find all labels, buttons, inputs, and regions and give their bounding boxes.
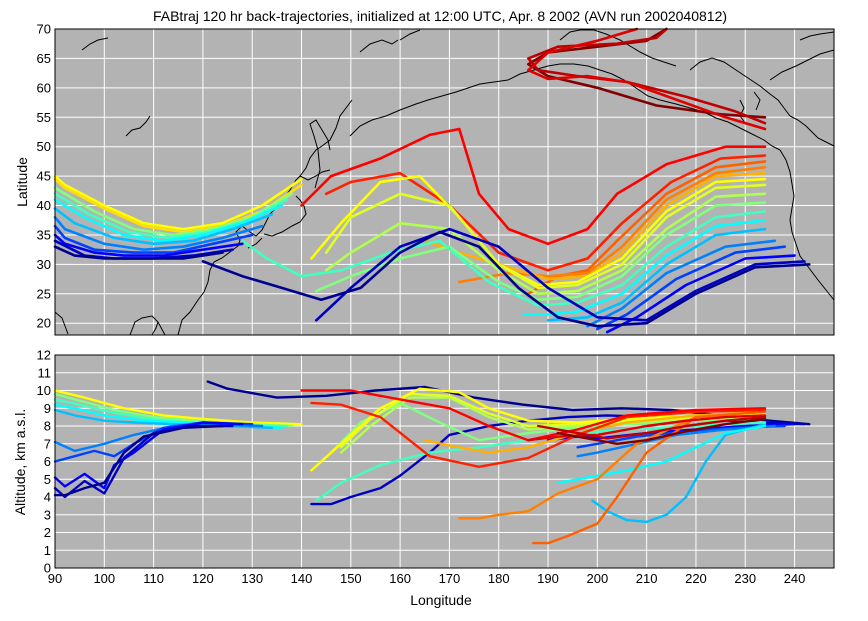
- latitude-trajectory-10: [324, 192, 767, 296]
- latitude-trajectory-26: [53, 216, 264, 251]
- latitude-trajectory-13: [522, 219, 767, 316]
- latitude-trajectory-19: [201, 230, 811, 328]
- latitude-axis-label: Latitude: [14, 157, 30, 207]
- latitude-trajectory-20: [53, 174, 303, 231]
- altitude-y-tick-label: 6: [44, 454, 51, 469]
- altitude-y-tick-label: 1: [44, 543, 51, 558]
- x-tick-label: 100: [93, 571, 115, 586]
- latitude-trajectory-4: [324, 154, 767, 272]
- latitude-trajectory-3: [300, 127, 767, 246]
- map-panel-frame: [54, 28, 835, 336]
- altitude-trajectory-20: [53, 389, 303, 426]
- altitude-y-tick-label: 3: [44, 507, 51, 522]
- x-tick-label: 200: [586, 571, 608, 586]
- x-tick-label: 240: [784, 571, 806, 586]
- latitude-y-tick-label: 45: [37, 169, 51, 184]
- x-tick-label: 180: [488, 571, 510, 586]
- altitude-trajectory-lines: [53, 380, 811, 545]
- altitude-trajectory-14: [532, 410, 767, 545]
- latitude-map-panel: 20 25 30 35 40 45 50 55 60 65 70 Latitude: [14, 22, 835, 336]
- altitude-trajectory-29: [53, 424, 224, 497]
- latitude-trajectory-17: [605, 254, 796, 334]
- latitude-trajectory-18: [314, 227, 806, 322]
- latitude-trajectory-12: [241, 210, 767, 307]
- latitude-trajectory-lines: [53, 27, 811, 334]
- altitude-trajectory-13: [458, 410, 767, 520]
- altitude-axis-label: Altitude, km a.s.l.: [12, 409, 28, 516]
- altitude-trajectory-16: [300, 389, 767, 442]
- altitude-y-tick-label: 7: [44, 436, 51, 451]
- latitude-y-tick-label: 30: [37, 257, 51, 272]
- altitude-y-tick-label: 9: [44, 401, 51, 416]
- altitude-y-tick-label: 0: [44, 561, 51, 576]
- latitude-trajectory-25: [53, 207, 274, 246]
- altitude-trajectory-4: [576, 424, 776, 458]
- latitude-trajectory-30: [53, 245, 224, 260]
- latitude-y-tick-label: 20: [37, 316, 51, 331]
- altitude-tick-labels: 90 100 110 120 130 140 150 160 170 180 190 200 210 22…: [37, 348, 806, 587]
- x-tick-label: 170: [439, 571, 461, 586]
- altitude-y-tick-label: 8: [44, 419, 51, 434]
- altitude-trajectory-15: [310, 401, 767, 468]
- altitude-y-tick-label: 11: [38, 365, 52, 380]
- x-tick-label: 140: [291, 571, 313, 586]
- altitude-y-tick-label: 10: [37, 383, 51, 398]
- latitude-y-tick-label: 40: [37, 198, 51, 213]
- latitude-y-tick-label: 70: [37, 22, 51, 37]
- altitude-trajectory-18: [537, 415, 767, 440]
- altitude-trajectory-11: [310, 387, 767, 472]
- altitude-trajectory-17: [527, 414, 767, 442]
- latitude-y-tick-label: 65: [37, 51, 51, 66]
- x-tick-label: 210: [636, 571, 658, 586]
- altitude-trajectory-9: [339, 396, 767, 454]
- altitude-panel: 90 100 110 120 130 140 150 160 170 180 190 200 210 22…: [12, 348, 835, 608]
- latitude-trajectory-27: [53, 224, 254, 254]
- latitude-trajectory-24: [53, 198, 284, 243]
- latitude-y-tick-label: 35: [37, 227, 51, 242]
- latitude-y-tick-label: 25: [37, 286, 51, 301]
- altitude-trajectory-6: [556, 424, 767, 484]
- altitude-panel-frame: [54, 354, 835, 569]
- longitude-axis-label: Longitude: [410, 592, 472, 608]
- x-tick-label: 190: [537, 571, 559, 586]
- figure-title: FABtraj 120 hr back-trajectories, initia…: [153, 8, 727, 24]
- altitude-trajectory-27: [53, 421, 244, 490]
- altitude-y-tick-label: 5: [44, 472, 51, 487]
- latitude-trajectory-14: [546, 227, 767, 322]
- altitude-trajectory-25: [53, 423, 264, 453]
- latitude-trajectory-11: [314, 201, 767, 302]
- latitude-trajectory-9: [324, 183, 767, 290]
- latitude-trajectory-15: [586, 239, 777, 328]
- latitude-trajectory-2: [526, 27, 767, 131]
- latitude-tick-labels: 20 25 30 35 40 45 50 55 60 65 70: [37, 22, 51, 331]
- coastline-map: [54, 29, 835, 336]
- altitude-trajectory-12: [423, 410, 767, 454]
- latitude-y-tick-label: 50: [37, 139, 51, 154]
- latitude-y-tick-label: 55: [37, 110, 51, 125]
- x-tick-label: 110: [143, 571, 164, 586]
- x-tick-label: 120: [192, 571, 214, 586]
- altitude-y-tick-label: 12: [37, 348, 51, 363]
- altitude-trajectory-7: [315, 421, 767, 502]
- altitude-trajectory-5: [591, 423, 767, 524]
- latitude-trajectory-1: [526, 27, 767, 125]
- altitude-trajectory-19: [556, 417, 767, 445]
- altitude-y-tick-label: 2: [44, 525, 51, 540]
- x-tick-label: 230: [734, 571, 756, 586]
- altitude-y-tick-label: 4: [44, 490, 51, 505]
- x-tick-label: 150: [340, 571, 362, 586]
- latitude-y-tick-label: 60: [37, 80, 51, 95]
- x-tick-label: 160: [389, 571, 411, 586]
- x-tick-label: 90: [48, 571, 62, 586]
- latitude-trajectory-28: [53, 233, 244, 257]
- x-tick-label: 220: [685, 571, 707, 586]
- x-tick-label: 130: [241, 571, 263, 586]
